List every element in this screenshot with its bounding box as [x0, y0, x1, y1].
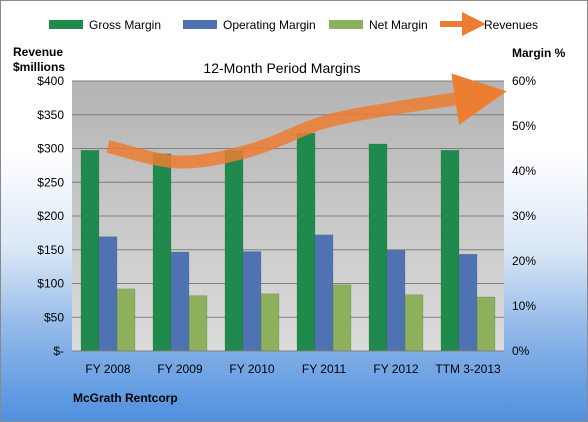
legend-swatch-gross-margin — [49, 20, 83, 29]
category-label: FY 2011 — [302, 362, 347, 376]
right-tick-label: 40% — [512, 164, 536, 178]
left-tick-label: $400 — [37, 74, 64, 88]
left-tick-label: $350 — [37, 108, 64, 122]
chart-title: 12-Month Period Margins — [203, 60, 360, 76]
bar — [368, 143, 388, 352]
bar — [116, 288, 136, 352]
right-tick-label: 20% — [512, 254, 536, 268]
category-label: FY 2008 — [85, 362, 130, 376]
legend-swatch-net-margin — [329, 20, 363, 29]
bar — [224, 150, 244, 352]
left-axis-title-line2: $millions — [13, 60, 65, 74]
bar — [188, 295, 208, 352]
category-label: FY 2012 — [373, 362, 418, 376]
right-tick-label: 0% — [512, 344, 530, 358]
left-tick-label: $200 — [37, 209, 64, 223]
legend: Gross Margin Operating Margin Net Margin… — [49, 12, 538, 36]
legend-swatch-operating-margin — [183, 20, 217, 29]
company-name: McGrath Rentcorp — [73, 391, 178, 405]
bar — [260, 293, 280, 352]
category-label: FY 2010 — [229, 362, 274, 376]
axes: $- $50 $100 $150 $200 $250 $300 $350 $400 0% 10% 20… — [37, 74, 536, 376]
bar — [314, 234, 334, 352]
right-tick-label: 60% — [512, 74, 536, 88]
right-axis-title: Margin % — [512, 46, 566, 60]
left-tick-label: $100 — [37, 277, 64, 291]
legend-label-revenues: Revenues — [484, 18, 538, 32]
bar — [98, 236, 118, 352]
revenue-line — [106, 73, 507, 169]
left-tick-label: $250 — [37, 175, 64, 189]
right-tick-label: 30% — [512, 209, 536, 223]
bar — [332, 284, 352, 352]
bar — [152, 153, 172, 352]
right-tick-label: 50% — [512, 119, 536, 133]
legend-label-gross-margin: Gross Margin — [89, 18, 161, 32]
bar — [440, 150, 460, 352]
bar — [296, 132, 316, 352]
right-tick-label: 10% — [512, 299, 536, 313]
legend-label-net-margin: Net Margin — [369, 18, 428, 32]
left-tick-label: $150 — [37, 243, 64, 257]
bar — [476, 296, 496, 352]
bars — [80, 132, 496, 352]
left-axis-title-line1: Revenue — [13, 45, 63, 59]
bar — [170, 251, 190, 352]
bar — [242, 251, 262, 352]
bar — [386, 249, 406, 352]
left-tick-label: $300 — [37, 142, 64, 156]
bar — [404, 294, 424, 352]
revenue-series-line — [106, 73, 507, 169]
bar — [80, 150, 100, 352]
category-label: TTM 3-2013 — [435, 362, 501, 376]
bar — [458, 254, 478, 352]
left-tick-label: $50 — [44, 310, 64, 324]
gridlines — [72, 80, 504, 352]
legend-label-operating-margin: Operating Margin — [223, 18, 316, 32]
left-tick-label: $- — [53, 344, 64, 358]
category-label: FY 2009 — [157, 362, 202, 376]
